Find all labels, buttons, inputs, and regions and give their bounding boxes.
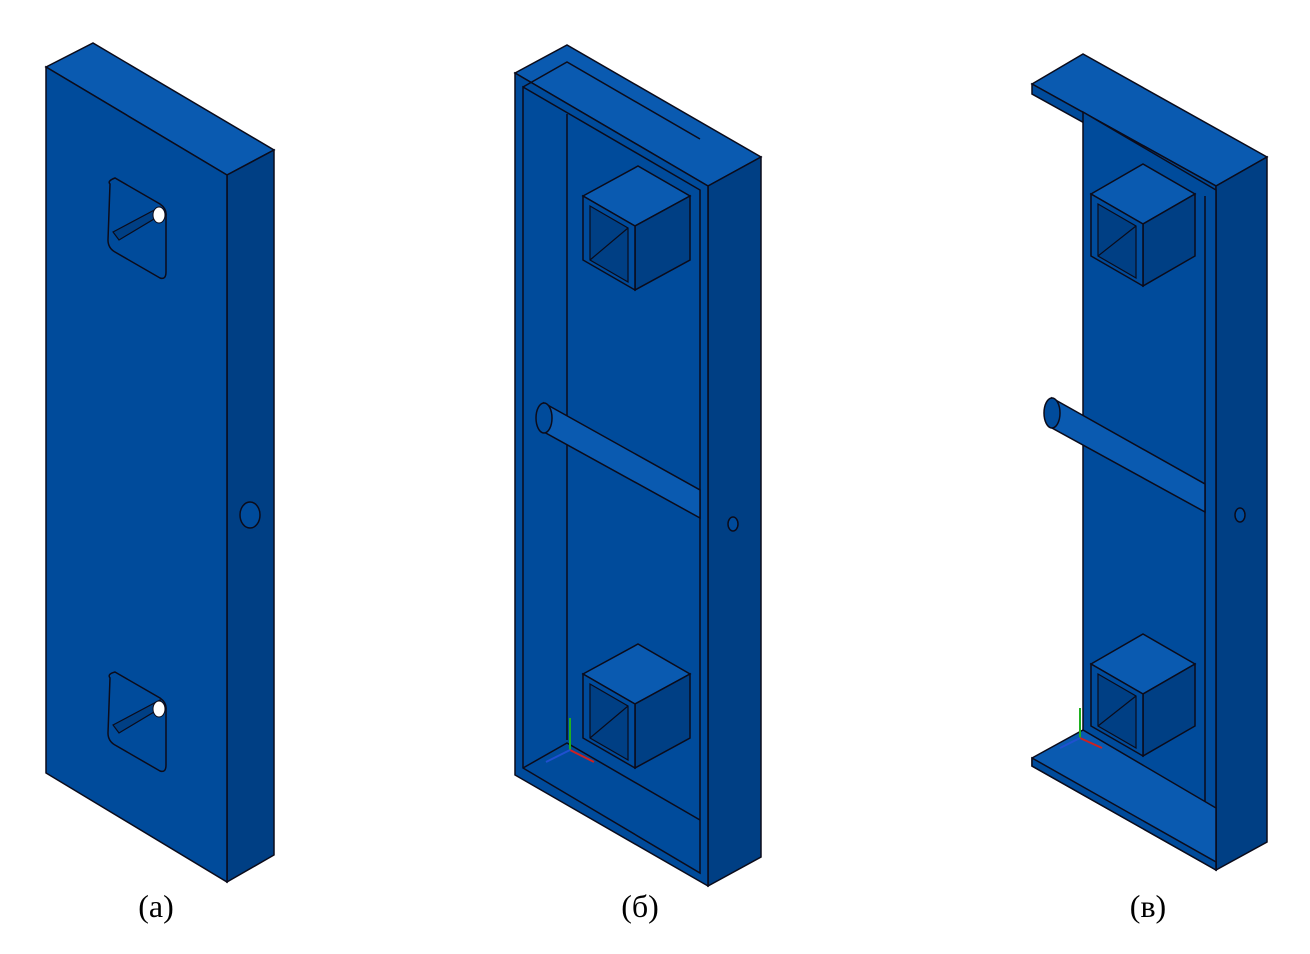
figure-c-rod xyxy=(1043,396,1206,514)
figure-b xyxy=(513,44,763,888)
figure-b-axis-x-icon xyxy=(569,749,595,763)
figure-a-front-face xyxy=(45,65,228,884)
figure-b-side-hole xyxy=(727,516,739,532)
figure-c-axis-z-icon xyxy=(1059,737,1081,749)
caption-a: (а) xyxy=(138,888,174,924)
figure-a xyxy=(44,42,276,884)
caption-b: (б) xyxy=(621,888,659,924)
figure-a-top-window-opening xyxy=(152,206,166,224)
figure-c xyxy=(1030,53,1269,872)
figure-c-bottom-square-tube xyxy=(1089,633,1197,758)
figure-b-axis-z-icon xyxy=(545,749,571,763)
figure-c-bottom-flange-edge xyxy=(1031,756,1217,872)
figure-a-side-hole xyxy=(239,501,261,529)
figure-c-side-hole xyxy=(1234,507,1246,523)
figure-b-inner-top-line xyxy=(522,61,701,140)
figure-b-top-square-tube xyxy=(581,165,692,292)
figure-c-axis-x-icon xyxy=(1079,737,1103,749)
figure-b-rod xyxy=(535,401,701,520)
caption-c: (в) xyxy=(1129,888,1167,924)
figure-b-bottom-square-tube xyxy=(581,643,692,770)
figure-a-bottom-window-opening xyxy=(152,700,166,718)
figure-c-axis-triad xyxy=(1059,708,1103,749)
figure-c-top-square-tube xyxy=(1089,163,1197,288)
figure-a-bottom-window xyxy=(107,671,167,773)
figure-a-top-window xyxy=(107,177,167,280)
figure-b-axis-triad xyxy=(545,718,595,763)
figure-b-inner-bottom-line xyxy=(522,742,701,821)
